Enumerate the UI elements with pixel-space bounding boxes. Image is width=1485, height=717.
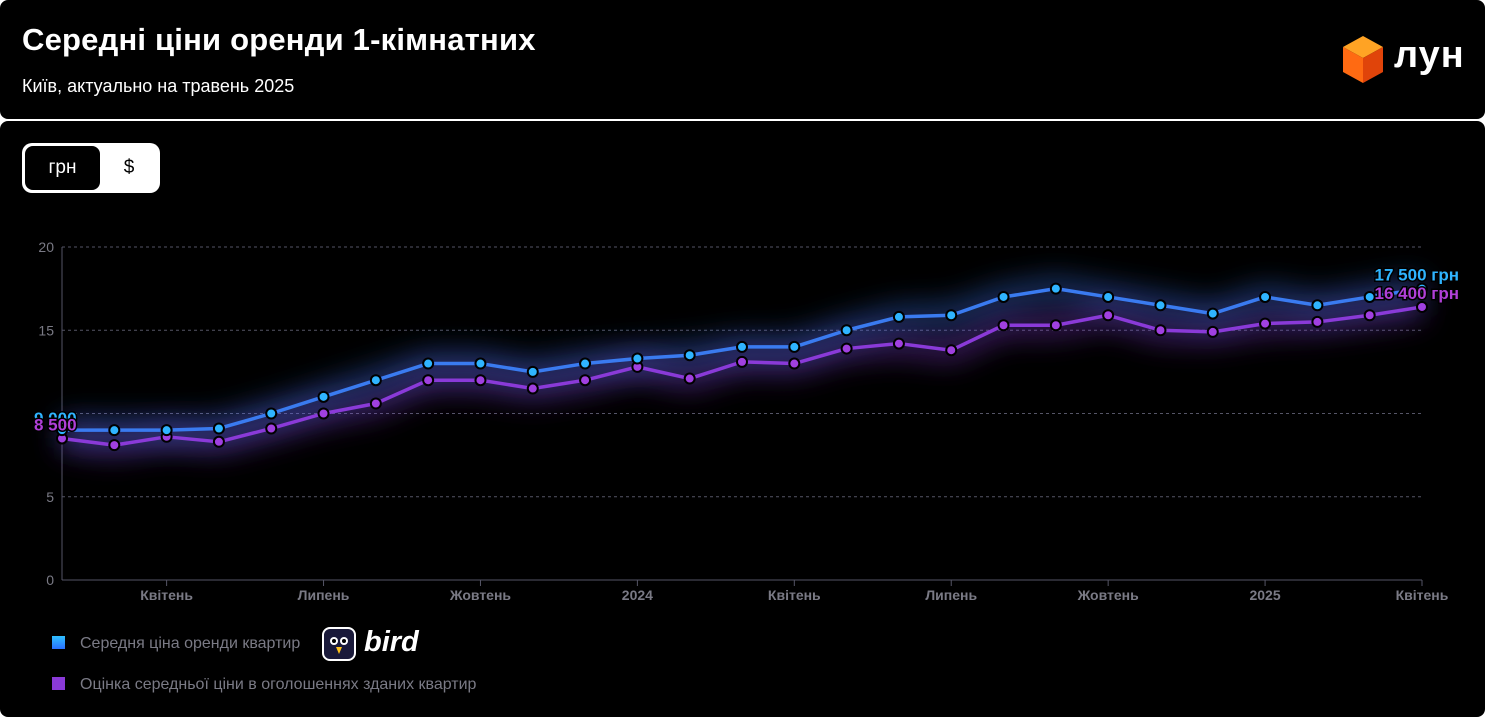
data-point-1 bbox=[736, 340, 748, 353]
series-layer bbox=[56, 277, 1428, 457]
legend-item-series-2[interactable]: Оцінка середньої ціни в оголошеннях здан… bbox=[52, 673, 476, 697]
legend-swatch-purple bbox=[52, 676, 65, 690]
data-point-2 bbox=[892, 337, 905, 350]
data-point-1 bbox=[474, 357, 487, 370]
x-tick-label: Липень bbox=[925, 587, 977, 603]
data-point-2 bbox=[1363, 309, 1376, 322]
cube-logo-icon bbox=[1343, 36, 1383, 83]
data-point-1 bbox=[631, 352, 644, 365]
data-point-1 bbox=[892, 310, 905, 323]
data-point-1 bbox=[212, 422, 225, 435]
data-point-1 bbox=[422, 357, 435, 370]
x-tick-label: Жовтень bbox=[449, 587, 512, 603]
page-title: Середні ціни оренди 1-кімнатних bbox=[22, 22, 536, 57]
data-point-1 bbox=[1311, 299, 1324, 312]
data-point-1 bbox=[1049, 282, 1062, 295]
data-point-2 bbox=[1206, 325, 1219, 338]
data-point-1 bbox=[1363, 290, 1376, 303]
data-point-2 bbox=[945, 344, 958, 357]
data-point-2 bbox=[840, 342, 853, 355]
currency-option-usd[interactable]: $ bbox=[123, 157, 135, 178]
data-point-1 bbox=[1206, 307, 1219, 320]
data-point-1 bbox=[526, 365, 539, 378]
y-tick-label: 20 bbox=[38, 239, 54, 255]
x-tick-label: Квітень bbox=[1396, 587, 1449, 603]
data-point-2 bbox=[788, 357, 801, 370]
data-point-1 bbox=[683, 349, 696, 362]
x-tick-label: 2025 bbox=[1249, 587, 1280, 603]
data-point-2 bbox=[1311, 315, 1324, 328]
data-point-1 bbox=[1102, 290, 1115, 303]
chart-panel: грн $ 0 5 15 20 Квітень Липень Жовтень 2024 Квіт… bbox=[0, 121, 1485, 717]
end-value-label: 16 400 грн bbox=[1375, 284, 1459, 303]
data-point-2 bbox=[369, 397, 382, 410]
data-point-2 bbox=[1049, 319, 1062, 332]
header-panel: Середні ціни оренди 1-кімнатних Київ, ак… bbox=[0, 0, 1485, 119]
x-tick-label: 2024 bbox=[622, 587, 653, 603]
currency-option-uah[interactable]: грн bbox=[25, 146, 100, 190]
data-point-2 bbox=[1416, 300, 1428, 313]
legend-swatch-blue bbox=[52, 635, 65, 649]
data-point-1 bbox=[317, 390, 330, 403]
y-tick-label: 5 bbox=[46, 489, 54, 505]
end-value-label: 17 500 грн bbox=[1375, 266, 1459, 285]
legend-label-series-2: Оцінка середньої ціни в оголошеннях здан… bbox=[80, 676, 477, 693]
data-point-1 bbox=[840, 324, 853, 337]
x-tick-label: Квітень bbox=[768, 587, 821, 603]
data-point-1 bbox=[56, 424, 68, 437]
data-point-1 bbox=[945, 309, 958, 322]
data-point-1 bbox=[788, 340, 801, 353]
legend-item-series-1[interactable]: Середня ціна оренди квартир bbox=[52, 632, 300, 656]
data-point-2 bbox=[997, 319, 1010, 332]
bird-icon bbox=[322, 627, 356, 661]
data-point-2 bbox=[108, 439, 121, 452]
data-point-2 bbox=[1259, 317, 1272, 330]
data-point-2 bbox=[317, 407, 330, 420]
lun-logo[interactable]: лун bbox=[1340, 34, 1470, 86]
data-point-1 bbox=[108, 424, 121, 437]
data-point-1 bbox=[579, 357, 592, 370]
start-value-label: 9 000 bbox=[34, 409, 77, 428]
data-point-1 bbox=[997, 290, 1010, 303]
data-point-2 bbox=[683, 372, 696, 385]
x-tick-label: Жовтень bbox=[1077, 587, 1140, 603]
data-point-2 bbox=[579, 374, 592, 387]
data-point-2 bbox=[474, 374, 487, 387]
data-point-2 bbox=[212, 435, 225, 448]
data-point-1 bbox=[369, 374, 382, 387]
axes: 0 5 15 20 Квітень Липень Жовтень 2024 Квітень Лип… bbox=[38, 239, 1448, 603]
data-point-1 bbox=[1154, 299, 1167, 312]
data-point-1 bbox=[160, 424, 173, 437]
y-tick-label: 0 bbox=[46, 572, 54, 588]
start-value-label: 8 500 bbox=[34, 415, 77, 434]
page-subtitle: Київ, актуально на травень 2025 bbox=[22, 76, 295, 96]
data-point-2 bbox=[422, 374, 435, 387]
legend-label-series-1: Середня ціна оренди квартир bbox=[80, 635, 301, 652]
currency-toggle: грн $ bbox=[22, 143, 160, 193]
data-point-2 bbox=[265, 422, 278, 435]
x-tick-label: Липень bbox=[298, 587, 350, 603]
data-point-1 bbox=[1259, 290, 1272, 303]
y-tick-label: 15 bbox=[38, 322, 54, 338]
logo-text: лун bbox=[1394, 34, 1465, 76]
grid-lines bbox=[62, 246, 1422, 498]
data-labels: 9 000 17 500 грн 8 500 16 400 грн bbox=[33, 264, 1461, 436]
data-point-2 bbox=[1154, 324, 1167, 337]
data-point-2 bbox=[526, 382, 539, 395]
data-point-2 bbox=[1102, 309, 1115, 322]
line-chart: 0 5 15 20 Квітень Липень Жовтень 2024 Квітень Лип… bbox=[33, 239, 1461, 603]
bird-text: bird bbox=[364, 626, 419, 658]
data-point-1 bbox=[265, 407, 278, 420]
data-point-1 bbox=[1416, 282, 1428, 295]
data-point-2 bbox=[736, 355, 748, 368]
x-tick-label: Квітень bbox=[140, 587, 193, 603]
